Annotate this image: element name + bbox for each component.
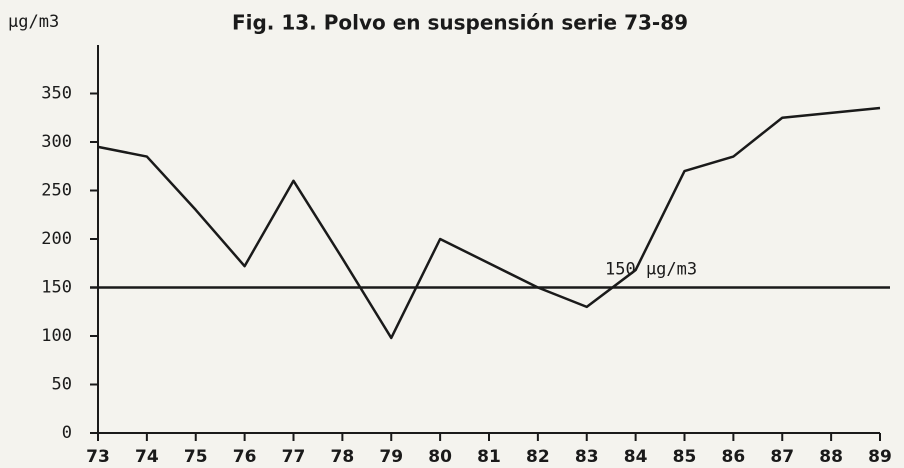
x-tick-label: 82: [526, 447, 550, 467]
y-axis-label: µg/m3: [8, 12, 59, 32]
y-tick-label: 100: [41, 326, 72, 346]
x-tick-label: 76: [233, 447, 257, 467]
x-tick-label: 89: [868, 447, 892, 467]
x-tick-label: 88: [819, 447, 843, 467]
x-tick-label: 79: [379, 447, 403, 467]
chart-title: Fig. 13. Polvo en suspensión serie 73-89: [232, 11, 688, 35]
y-tick-label: 50: [52, 375, 72, 395]
x-tick-label: 74: [135, 447, 159, 467]
data-line: [97, 106, 881, 340]
reference-label: 150 µg/m3: [605, 260, 697, 280]
y-tick-label: 250: [41, 181, 72, 201]
x-tick-label: 87: [770, 447, 794, 467]
y-tick-label: 300: [41, 132, 72, 152]
x-tick-label: 77: [282, 447, 306, 467]
x-tick-label: 78: [331, 447, 355, 467]
y-tick-label: 150: [41, 278, 72, 298]
y-tick-label: 200: [41, 229, 72, 249]
x-tick-label: 86: [722, 447, 746, 467]
y-tick-label: 350: [41, 84, 72, 104]
x-tick-label: 85: [673, 447, 697, 467]
x-tick-label: 84: [624, 447, 648, 467]
x-tick-label: 81: [477, 447, 501, 467]
x-tick-label: 73: [86, 447, 110, 467]
y-tick-label: 0: [62, 423, 72, 443]
x-tick-label: 83: [575, 447, 599, 467]
x-tick-label: 75: [184, 447, 208, 467]
x-tick-label: 80: [428, 447, 452, 467]
